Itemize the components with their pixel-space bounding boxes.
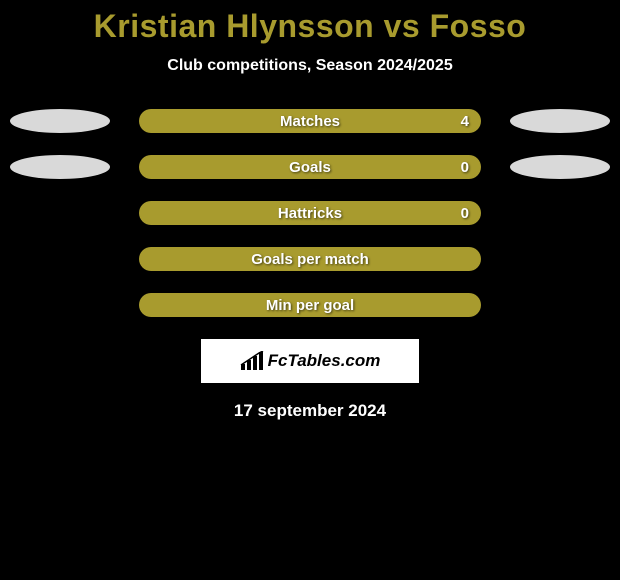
stat-bar: Goals 0 bbox=[139, 155, 481, 179]
right-ellipse bbox=[510, 155, 610, 179]
stat-label: Goals per match bbox=[251, 251, 369, 268]
stat-label: Min per goal bbox=[266, 297, 354, 314]
stat-rows: Matches 4 Goals 0 Hattricks 0 Goals per match M… bbox=[0, 109, 620, 317]
stat-value: 0 bbox=[461, 205, 469, 222]
stat-row: Goals 0 bbox=[0, 155, 620, 179]
logo-chart-icon bbox=[240, 351, 264, 371]
date-text: 17 september 2024 bbox=[0, 401, 620, 421]
stat-row: Goals per match bbox=[0, 247, 620, 271]
stat-value: 0 bbox=[461, 159, 469, 176]
stat-row: Min per goal bbox=[0, 293, 620, 317]
stat-label: Hattricks bbox=[278, 205, 342, 222]
left-ellipse bbox=[10, 109, 110, 133]
stat-row: Matches 4 bbox=[0, 109, 620, 133]
right-ellipse bbox=[510, 109, 610, 133]
subtitle: Club competitions, Season 2024/2025 bbox=[0, 57, 620, 75]
logo-text: FcTables.com bbox=[268, 351, 381, 371]
comparison-card: Kristian Hlynsson vs Fosso Club competit… bbox=[0, 0, 620, 421]
stat-bar: Matches 4 bbox=[139, 109, 481, 133]
logo-box: FcTables.com bbox=[201, 339, 419, 383]
stat-bar: Min per goal bbox=[139, 293, 481, 317]
stat-row: Hattricks 0 bbox=[0, 201, 620, 225]
stat-bar: Goals per match bbox=[139, 247, 481, 271]
stat-label: Goals bbox=[289, 159, 331, 176]
left-ellipse bbox=[10, 155, 110, 179]
stat-value: 4 bbox=[461, 113, 469, 130]
stat-bar: Hattricks 0 bbox=[139, 201, 481, 225]
page-title: Kristian Hlynsson vs Fosso bbox=[0, 8, 620, 45]
stat-label: Matches bbox=[280, 113, 340, 130]
